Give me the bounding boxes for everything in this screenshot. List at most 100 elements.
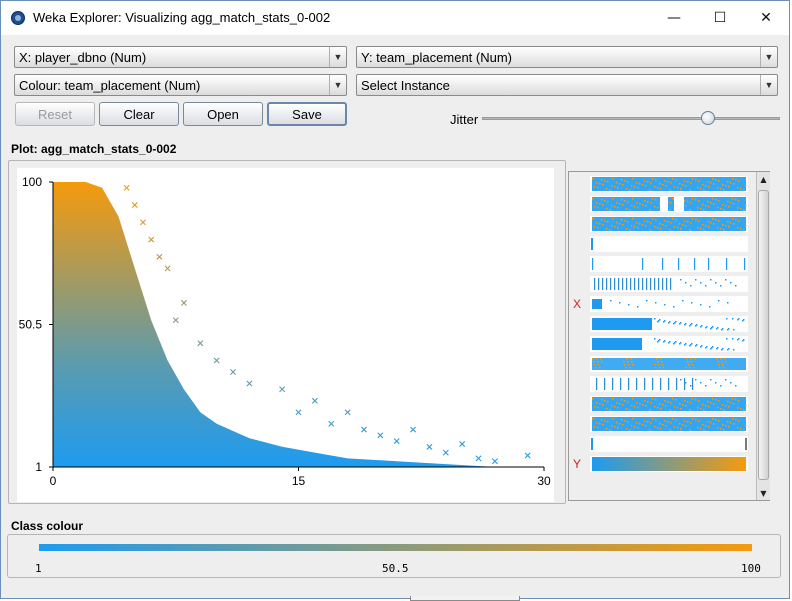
attribute-bar-point [629,429,631,431]
attribute-bar-point [634,426,636,428]
attribute-bar-point [695,199,697,201]
attribute-bar-point [650,422,652,424]
maximize-icon[interactable]: ☐ [713,10,727,26]
attribute-bar-point [657,227,659,229]
attribute-panel-scrollbar[interactable]: ▲ ▼ [756,172,770,500]
clear-button[interactable]: Clear [99,102,179,126]
attribute-bar-point [612,418,614,420]
attribute-bar-point [687,181,689,183]
attribute-bar-point [685,282,687,284]
attribute-bar-point [636,422,638,424]
attribute-bar-point [712,198,714,200]
attribute-bar-point [611,425,613,427]
y-axis-select[interactable]: Y: team_placement (Num) ▼ [356,46,778,68]
attribute-bar-point [619,423,621,425]
attribute-bar-point [594,226,596,228]
minimize-icon[interactable]: — [667,10,681,26]
attribute-bar-point [743,189,745,191]
attribute-bar-point [630,358,632,360]
scatter-svg[interactable]: 100 50.5 10 15 30 [17,168,554,502]
attribute-bar-point [659,183,661,185]
attribute-bar-point [674,406,676,408]
attribute-bar-point [591,438,593,450]
attribute-bar-point [710,402,712,404]
attribute-bar [590,436,748,452]
attribute-bar-point [680,228,682,230]
attribute-bar-point [642,258,644,270]
attribute-bar-point [689,345,691,347]
open-button[interactable]: Open [183,102,263,126]
attribute-bar-point [639,183,641,185]
instance-select[interactable]: Select Instance ▼ [356,74,778,96]
attribute-bar-point [644,400,646,402]
close-icon[interactable]: ✕ [760,10,772,26]
attribute-bar [590,256,748,272]
attribute-bar-point [601,179,603,181]
x-axis-select[interactable]: X: player_dbno (Num) ▼ [14,46,347,68]
colour-select[interactable]: Colour: team_placement (Num) ▼ [14,74,347,96]
attribute-bar-point [717,347,719,349]
attribute-bar-fill [592,397,746,411]
attribute-bar-point [621,199,623,201]
attribute-bar-point [690,402,692,404]
attribute-bar-point [735,199,737,201]
attribute-bar-point [639,403,641,405]
attribute-bar-point [599,183,601,185]
attribute-bar-point [700,304,702,306]
jitter-slider-track[interactable] [482,117,780,120]
attribute-bar-point [691,343,693,345]
attribute-bar-point [668,322,670,324]
attribute-bar-point [692,198,694,200]
attribute-bar-point [642,424,644,426]
attribute-bar-point [700,208,702,210]
y-tick-label: 1 [35,460,42,474]
attribute-bar-point [745,425,747,427]
attribute-bar-point [659,367,661,369]
attribute-bar-point [657,407,659,409]
attribute-bar-point [690,385,692,387]
save-button[interactable]: Save [267,102,347,126]
attribute-bar-point [718,300,720,302]
reset-button[interactable]: Reset [15,102,95,126]
attribute-bar-point [710,222,712,224]
attribute-bar-point [665,405,667,407]
attribute-bar-point [735,399,737,401]
attribute-bar-point [684,200,686,202]
attribute-bar-point [745,438,747,450]
attribute-bar-point [725,405,727,407]
jitter-slider-thumb[interactable] [701,111,716,125]
attribute-bar-point [745,405,747,407]
attribute-bar-point [597,407,599,409]
attribute-bars-svg[interactable]: XY [569,172,769,500]
attribute-bar-point [705,225,707,227]
attribute-bar-point [732,338,734,340]
attribute-bar-point [743,319,745,321]
attribute-bar-point [594,206,596,208]
attribute-bar-point [685,323,687,325]
attribute-bar-point [718,364,720,366]
attribute-bar-point [642,404,644,406]
attribute-bar-point [612,398,614,400]
attribute-bar-point [675,219,677,221]
attribute-bar-point [738,318,740,320]
scroll-up-icon[interactable]: ▲ [760,174,767,184]
attribute-bar-point [677,427,679,429]
attribute-bar-point [645,225,647,227]
attribute-bar-fill [592,457,746,471]
attribute-bar-point [650,222,652,224]
attribute-bar-point [601,199,603,201]
attribute-bar-point [659,403,661,405]
scrollbar-thumb[interactable] [758,190,769,480]
attribute-bar-point [727,302,729,304]
attribute-bar-point [675,179,677,181]
attribute-bar-point [638,278,640,290]
scatter-plot[interactable]: 100 50.5 1 0 15 30 [17,168,554,502]
attribute-bar-point [649,409,651,411]
scroll-down-icon[interactable]: ▼ [760,488,767,498]
attribute-bar-point [725,225,727,227]
attribute-bar-point [730,202,732,204]
attribute-bar-point [695,325,697,327]
attribute-bar-point [722,184,724,186]
attribute-bar-point [701,345,703,347]
attribute-bar-point [738,220,740,222]
